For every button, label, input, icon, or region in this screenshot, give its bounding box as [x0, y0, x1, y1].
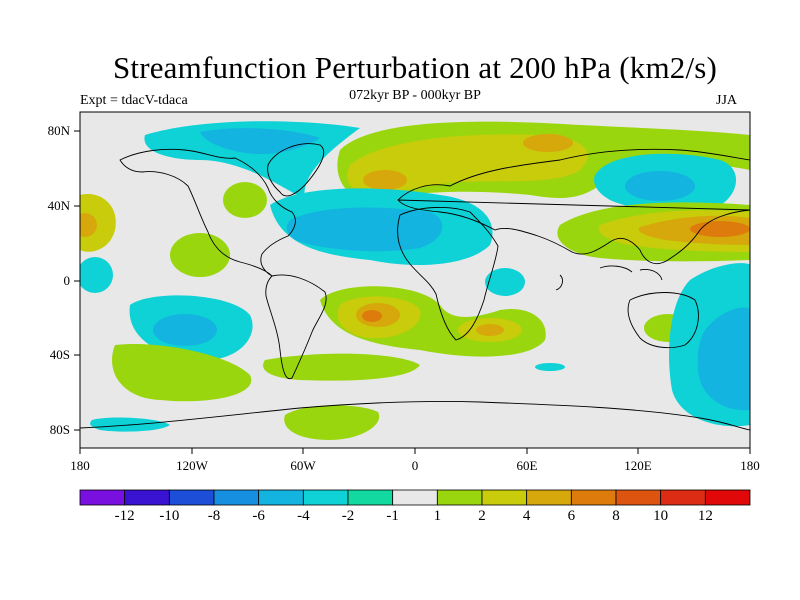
colorbar-label: 12	[697, 508, 713, 524]
positive-core-south-africa	[476, 324, 504, 336]
positive-region-east-pacific	[170, 233, 230, 277]
colorbar-label: -6	[252, 508, 265, 524]
coastline-greenland	[267, 143, 325, 197]
coastline-eurasia	[397, 148, 750, 264]
negative-core-southeast-pacific	[697, 307, 750, 411]
coastline-australia	[627, 292, 699, 349]
colorbar-swatch	[302, 489, 349, 506]
colorbar-swatch	[124, 489, 170, 506]
colorbar-swatch	[615, 489, 662, 506]
lon-label-180w: 180	[70, 458, 90, 473]
positive-core-dateline	[80, 213, 97, 237]
colorbar-swatch	[258, 489, 304, 506]
lat-label-40n: 40N	[47, 198, 70, 213]
positive-region-antarctica	[284, 405, 380, 440]
longitude-ticks	[79, 448, 751, 454]
colorbar-label: -2	[341, 508, 355, 524]
colorbar-swatch	[79, 489, 126, 506]
negative-region-east-africa	[485, 268, 525, 296]
colorbar-swatch	[704, 489, 751, 506]
figure-subtitle: 072kyr BP - 000kyr BP	[349, 88, 481, 103]
coastline-antarctica	[80, 400, 750, 431]
positive-core-siberia	[523, 134, 573, 152]
experiment-label: Expt = tdacV-tdaca	[80, 93, 188, 108]
colorbar-label: 8	[612, 508, 620, 524]
lon-label-120e: 120E	[624, 458, 652, 473]
coastline-africa	[397, 206, 499, 341]
negative-core-north-pacific	[625, 171, 695, 201]
colorbar-label: 2	[478, 508, 486, 524]
positive-region-north-america	[223, 182, 267, 218]
lon-label-120w: 120W	[176, 458, 208, 473]
positive-region-dateline	[80, 194, 116, 252]
colorbar-swatch	[660, 489, 706, 506]
streamfunction-field	[80, 112, 750, 448]
colorbar-swatch	[481, 489, 528, 506]
positive-core-south-atlantic	[362, 310, 382, 322]
season-label: JJA	[716, 93, 738, 108]
coastlines	[80, 143, 750, 431]
negative-level4-atlantic	[286, 207, 443, 252]
colorbar-label: 4	[522, 508, 531, 524]
colorbar-label: -8	[207, 508, 221, 524]
lon-label-180e: 180	[740, 458, 760, 473]
lat-label-40s: 40S	[49, 347, 70, 362]
colorbar-label: -12	[114, 508, 135, 524]
lat-label-80n: 80N	[47, 123, 70, 138]
colorbar-label: 6	[567, 508, 576, 524]
positive-region-southern-pacific	[112, 344, 252, 402]
colorbar-swatch	[392, 489, 438, 506]
colorbar-swatch	[168, 489, 215, 506]
colorbar-swatch	[213, 489, 260, 506]
colorbar-label: -10	[159, 508, 180, 524]
positive-core-north-atlantic	[363, 170, 407, 190]
negative-core-south-pacific	[153, 314, 217, 346]
lon-label-60w: 60W	[290, 458, 316, 473]
coastline-maritime-continent	[555, 265, 663, 291]
lat-label-0: 0	[63, 273, 71, 288]
coastline-north-america	[119, 148, 296, 277]
positive-core-pacific	[690, 221, 750, 237]
colorbar-swatch	[570, 489, 617, 506]
lon-label-0: 0	[411, 458, 419, 473]
colorbar	[79, 489, 751, 506]
lon-label-60e: 60E	[516, 458, 538, 473]
colorbar-swatch	[436, 489, 483, 506]
coastline-south-america	[265, 274, 327, 380]
colorbar-swatch	[347, 489, 394, 506]
positive-region-southern-atlantic	[263, 353, 420, 381]
latitude-ticks	[74, 130, 80, 431]
negative-region-indian-ocean	[535, 363, 565, 371]
colorbar-label: -4	[297, 508, 310, 524]
lat-label-80s: 80S	[49, 422, 70, 437]
positive-level2-eurasia	[347, 134, 588, 194]
colorbar-swatch	[526, 489, 572, 506]
negative-region-central-pacific	[80, 257, 113, 293]
colorbar-label: 10	[653, 508, 669, 524]
colorbar-label: 1	[433, 508, 442, 524]
figure-title: Streamfunction Perturbation at 200 hPa (…	[112, 50, 718, 85]
colorbar-label: -1	[386, 508, 399, 524]
